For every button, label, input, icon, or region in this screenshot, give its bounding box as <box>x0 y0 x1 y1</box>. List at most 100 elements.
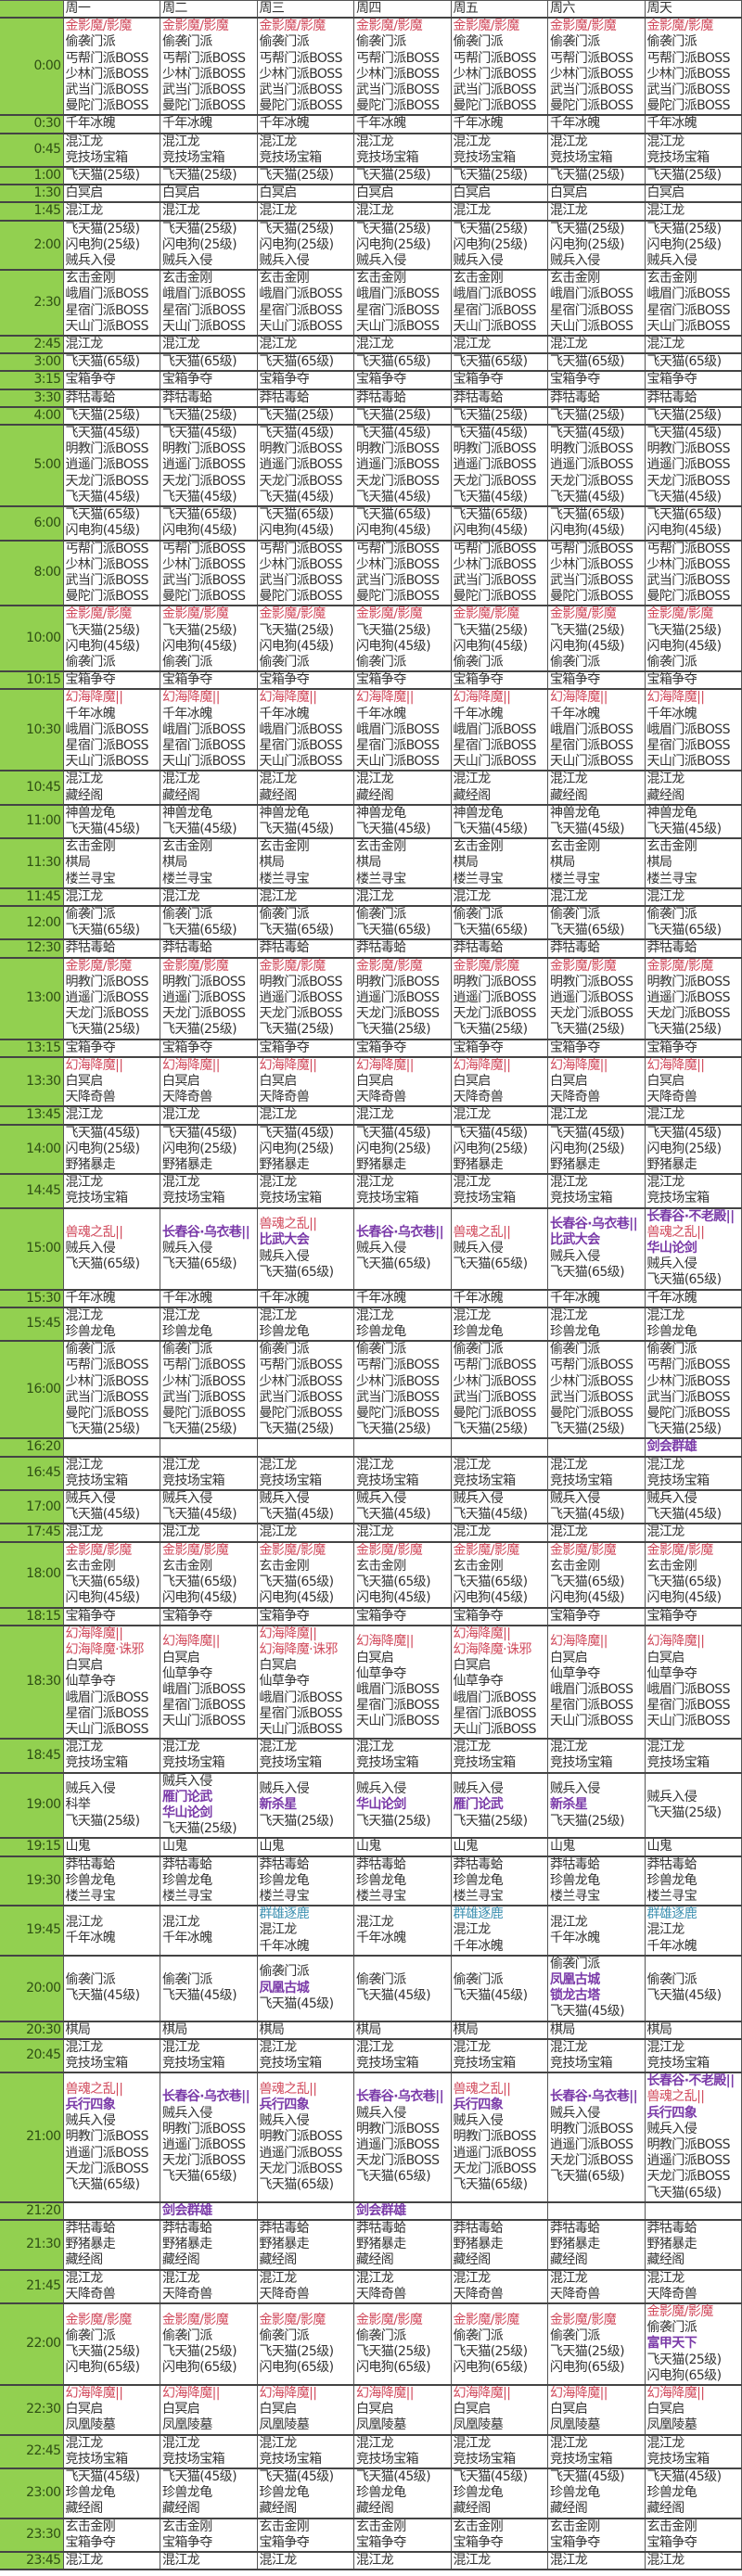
day-cell: 山鬼 <box>644 1837 742 1857</box>
activity-item: 天龙门派BOSS <box>162 2153 246 2169</box>
activity-item: 贼兵入侵 <box>356 1491 406 1507</box>
day-cell: 飞天猫(45级) 珍兽龙龟 藏经阁 <box>256 2468 354 2519</box>
activity-item: 山鬼 <box>550 1839 575 1855</box>
activity-item: 贼兵入侵 <box>162 1241 212 1256</box>
activity-item: 逍遥门派BOSS <box>646 989 731 1005</box>
time-slot-row: 15:00 兽魂之乱|| 贼兵入侵 飞天猫(65级) 长春谷·乌衣巷|| 贼兵入侵 飞天猫(… <box>0 1207 742 1291</box>
activity-item: 贼兵入侵 <box>65 1241 116 1256</box>
time-label: 11:00 <box>0 804 64 839</box>
activity-item: 飞天猫(65级) <box>646 354 723 370</box>
activity-item: 金影魔/影魔 <box>65 2312 133 2327</box>
activity-item: 闪电狗(25级) <box>162 236 237 252</box>
day-cell: 混江龙 竞技场宝箱 <box>450 2038 548 2073</box>
activity-item: 飞天猫(25级) <box>65 1813 141 1829</box>
day-cell: 长春谷·乌衣巷|| 贼兵入侵 飞天猫(65级) <box>353 1207 452 1291</box>
activity-item: 混江龙 <box>162 203 200 219</box>
time-slot-row: 1:45 混江龙 混江龙 混江龙 混江龙 混江龙 混江龙 混江龙 <box>0 201 742 222</box>
activity-item: 飞天猫(25级) <box>550 168 625 184</box>
activity-item: 混江龙 <box>550 1457 588 1473</box>
activity-item: 天降奇兽 <box>65 2286 116 2302</box>
day-cell: 长春谷·不老殿|| 兽魂之乱|| 兵行四象 贼兵入侵 明教门派BOSS 逍遥门派BOSS 天… <box>644 2072 742 2203</box>
time-label: 12:00 <box>0 905 64 940</box>
time-label: 10:45 <box>0 770 64 806</box>
activity-item: 竞技场宝箱 <box>550 149 613 165</box>
activity-item: 金影魔/影魔 <box>65 958 133 974</box>
activity-item: 飞天猫(45级) <box>646 489 723 504</box>
activity-item: 贼兵入侵 <box>550 1248 600 1264</box>
activity-item: 混江龙 <box>550 1307 588 1323</box>
activity-item: 白冥启 <box>356 185 394 201</box>
time-label: 3:15 <box>0 370 64 390</box>
time-slot-row: 23:00 飞天猫(45级) 珍兽龙龟 藏经阁 飞天猫(45级) 珍兽龙龟 藏经阁 飞天猫(4… <box>0 2468 742 2519</box>
activity-item: 藏经阁 <box>259 2501 298 2517</box>
activity-item: 竞技场宝箱 <box>356 1473 419 1488</box>
activity-item: 天龙门派BOSS <box>646 1006 731 1022</box>
activity-item: 宝箱争夺 <box>259 2534 310 2550</box>
activity-item: 闪电狗(25级) <box>65 236 141 252</box>
day-cell: 金影魔/影魔 偷袭门派 丐帮门派BOSS 少林门派BOSS 武当门派BOSS 曼陀门派BO… <box>644 17 742 116</box>
activity-item: 金影魔/影魔 <box>356 19 423 34</box>
day-cell: 神兽龙龟 飞天猫(45级) <box>644 804 742 839</box>
activity-item: 莽牯毒蛤 <box>646 389 697 405</box>
activity-item: 竞技场宝箱 <box>453 2451 517 2467</box>
time-label: 0:30 <box>0 114 64 134</box>
activity-item: 武当门派BOSS <box>162 83 246 98</box>
activity-item: 贼兵入侵 <box>453 1781 504 1797</box>
day-cell: 混江龙 <box>547 335 646 354</box>
time-slot-row: 20:30 棋局 棋局 棋局 棋局 棋局 棋局 棋局 <box>0 2021 742 2040</box>
activity-item: 贼兵入侵 <box>162 2105 212 2121</box>
activity-item: 混江龙 <box>646 203 685 219</box>
activity-item: 金影魔/影魔 <box>453 2312 520 2327</box>
activity-item: 曼陀门派BOSS <box>356 589 440 605</box>
activity-item: 竞技场宝箱 <box>646 1755 710 1771</box>
activity-item: 莽牯毒蛤 <box>162 1856 212 1872</box>
activity-item: 凤凰陵墓 <box>162 2417 212 2433</box>
activity-item: 珍兽龙龟 <box>65 1872 116 1888</box>
activity-item: 珍兽龙龟 <box>356 1324 406 1340</box>
activity-item: 幻海降魔·诛邪 <box>453 1641 532 1657</box>
activity-item: 逍遥门派BOSS <box>65 989 149 1005</box>
time-label: 2:30 <box>0 269 64 337</box>
activity-item: 星宿门派BOSS <box>550 1698 633 1714</box>
day-cell: 金影魔/影魔 偷袭门派 丐帮门派BOSS 少林门派BOSS 武当门派BOSS 曼陀门派BO… <box>62 17 160 116</box>
activity-item: 幻海降魔·诛邪 <box>65 1641 145 1657</box>
day-cell: 混江龙 珍兽龙龟 <box>644 1307 742 1342</box>
day-cell: 飞天猫(65级) <box>644 352 742 372</box>
activity-item: 贼兵入侵 <box>65 1491 116 1507</box>
activity-item: 千年冰魄 <box>646 1938 697 1954</box>
activity-item: 混江龙 <box>259 772 298 787</box>
day-cell: 偷袭门派 飞天猫(45级) <box>353 1955 452 2022</box>
activity-item: 竞技场宝箱 <box>550 1755 613 1771</box>
activity-item: 棋局 <box>162 2021 187 2037</box>
day-cell: 幻海降魔|| 幻海降魔·诛邪 白冥启 仙草争夺 峨眉门派BOSS 星宿门派BOSS 天山门派… <box>62 1625 160 1740</box>
activity-item: 棋局 <box>646 855 672 871</box>
activity-item: 混江龙 <box>646 1175 685 1191</box>
activity-item: 混江龙 <box>356 1740 394 1755</box>
activity-item: 莽牯毒蛤 <box>356 940 406 956</box>
activity-item: 幻海降魔|| <box>646 690 705 706</box>
day-cell: 玄击金刚 峨眉门派BOSS 星宿门派BOSS 天山门派BOSS <box>353 269 452 337</box>
activity-item: 混江龙 <box>259 1524 298 1540</box>
activity-item: 混江龙 <box>162 1914 200 1930</box>
activity-item: 珍兽龙龟 <box>65 2485 116 2501</box>
day-cell: 莽牯毒蛤 珍兽龙龟 楼兰寻宝 <box>62 1855 160 1906</box>
activity-item: 野猪暴走 <box>550 1157 600 1173</box>
day-cell: 宝箱争夺 <box>62 670 160 690</box>
activity-item: 曼陀门派BOSS <box>259 589 343 605</box>
time-label: 11:45 <box>0 887 64 907</box>
time-label: 0:45 <box>0 133 64 168</box>
activity-item: 玄击金刚 <box>65 271 116 287</box>
time-label: 20:45 <box>0 2038 64 2073</box>
day-cell <box>62 2201 160 2221</box>
activity-item: 珍兽龙龟 <box>646 1872 697 1888</box>
activity-item: 宝箱争夺 <box>356 2534 406 2550</box>
activity-item: 天龙门派BOSS <box>356 473 440 489</box>
day-cell: 莽牯毒蛤 珍兽龙龟 楼兰寻宝 <box>450 1855 548 1906</box>
activity-item: 闪电狗(45级) <box>65 523 141 539</box>
activity-item: 逍遥门派BOSS <box>550 2137 633 2152</box>
activity-item: 金影魔/影魔 <box>646 606 714 622</box>
activity-item: 群雄逐鹿 <box>646 1906 697 1922</box>
activity-item: 闪电狗(45级) <box>646 638 723 654</box>
activity-item: 混江龙 <box>162 1107 200 1123</box>
activity-item: 竞技场宝箱 <box>65 1755 129 1771</box>
